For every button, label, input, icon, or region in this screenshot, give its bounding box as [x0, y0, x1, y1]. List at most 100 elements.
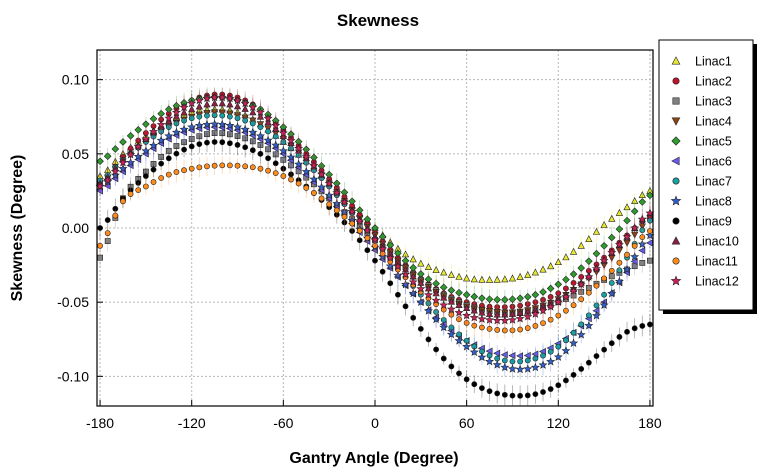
- data-point: [425, 336, 432, 343]
- legend-marker: [671, 56, 681, 65]
- data-point: [242, 144, 249, 151]
- legend-items: Linac1 Linac2 Linac3 Linac4 Linac5 Linac6 Lina…: [670, 55, 739, 289]
- data-point: [493, 275, 501, 283]
- data-point: [195, 102, 203, 110]
- data-point: [577, 264, 586, 272]
- data-point: [325, 170, 333, 179]
- legend-item-linac12: Linac12: [670, 275, 739, 289]
- data-point: [265, 128, 271, 135]
- data-point: [623, 216, 631, 225]
- data-point: [500, 315, 510, 325]
- data-point: [234, 115, 241, 122]
- legend-marker: [672, 217, 680, 225]
- data-point: [112, 212, 119, 219]
- legend-label: Linac9: [695, 215, 732, 229]
- data-point: [317, 169, 327, 179]
- data-point: [385, 253, 395, 262]
- data-point: [569, 247, 578, 255]
- data-point: [500, 362, 510, 372]
- legend-item-linac10: Linac10: [671, 235, 739, 249]
- data-point: [257, 142, 264, 148]
- data-point: [149, 126, 159, 136]
- data-point: [103, 175, 113, 185]
- data-point: [204, 139, 210, 146]
- data-point: [318, 195, 325, 202]
- data-point: [486, 388, 493, 395]
- data-point: [462, 290, 471, 299]
- x-tick-label: 120: [547, 415, 571, 431]
- data-point: [615, 225, 624, 233]
- data-point: [446, 304, 456, 314]
- data-point: [356, 237, 363, 244]
- data-point: [217, 119, 227, 129]
- data-point: [394, 249, 402, 258]
- data-point: [255, 131, 265, 140]
- data-point: [234, 162, 241, 169]
- series-linac8: [95, 115, 655, 380]
- series-linac5: [96, 87, 654, 310]
- legend-box: [658, 39, 754, 311]
- data-point: [622, 232, 632, 241]
- data-point: [639, 259, 646, 266]
- legend-label: Linac4: [695, 115, 732, 129]
- data-point: [150, 161, 157, 167]
- data-point: [463, 320, 470, 326]
- data-point: [271, 120, 281, 130]
- data-point: [494, 390, 501, 397]
- data-point: [303, 185, 310, 191]
- data-point: [440, 317, 447, 323]
- data-point: [439, 322, 449, 332]
- data-point: [372, 257, 378, 264]
- data-point: [531, 290, 540, 299]
- legend-marker: [671, 236, 681, 245]
- data-point: [515, 313, 525, 323]
- data-point: [561, 292, 571, 301]
- data-point: [524, 325, 531, 331]
- data-point: [524, 301, 531, 308]
- data-point: [156, 119, 166, 129]
- data-point: [485, 295, 494, 304]
- data-point: [203, 100, 211, 108]
- x-tick-label: 60: [459, 415, 475, 431]
- data-point: [630, 207, 639, 216]
- data-point: [608, 214, 616, 222]
- data-point: [249, 138, 256, 145]
- data-point: [104, 230, 111, 237]
- data-point: [118, 163, 128, 173]
- data-point: [591, 311, 601, 320]
- data-point: [555, 312, 562, 319]
- data-point: [516, 272, 524, 280]
- legend-label: Linac1: [695, 55, 732, 69]
- y-tick-label: -0.05: [57, 294, 89, 310]
- x-axis-label: Gantry Angle (Degree): [289, 450, 458, 467]
- data-point: [637, 214, 647, 224]
- data-point: [570, 329, 577, 336]
- data-point: [257, 124, 264, 131]
- data-point: [540, 296, 546, 303]
- data-point: [456, 370, 462, 377]
- legend: Linac1 Linac2 Linac3 Linac4 Linac5 Linac6 Lina…: [658, 39, 757, 314]
- data-point: [135, 179, 142, 186]
- data-point: [637, 239, 647, 249]
- data-point: [165, 171, 172, 178]
- data-point: [631, 243, 638, 249]
- data-point: [348, 197, 356, 206]
- data-point: [164, 105, 173, 114]
- data-point: [455, 301, 463, 309]
- data-point: [454, 336, 464, 345]
- data-point: [226, 140, 233, 147]
- data-point: [500, 351, 508, 359]
- data-point: [401, 269, 411, 279]
- data-point: [409, 263, 417, 272]
- data-point: [517, 302, 524, 309]
- data-point: [165, 147, 172, 154]
- data-point: [517, 358, 524, 365]
- data-point: [364, 235, 371, 242]
- data-point: [517, 392, 524, 399]
- data-point: [492, 315, 502, 325]
- data-point: [234, 133, 241, 139]
- data-point: [196, 133, 203, 140]
- data-point: [280, 139, 287, 145]
- data-point: [509, 358, 516, 365]
- data-point: [226, 113, 233, 120]
